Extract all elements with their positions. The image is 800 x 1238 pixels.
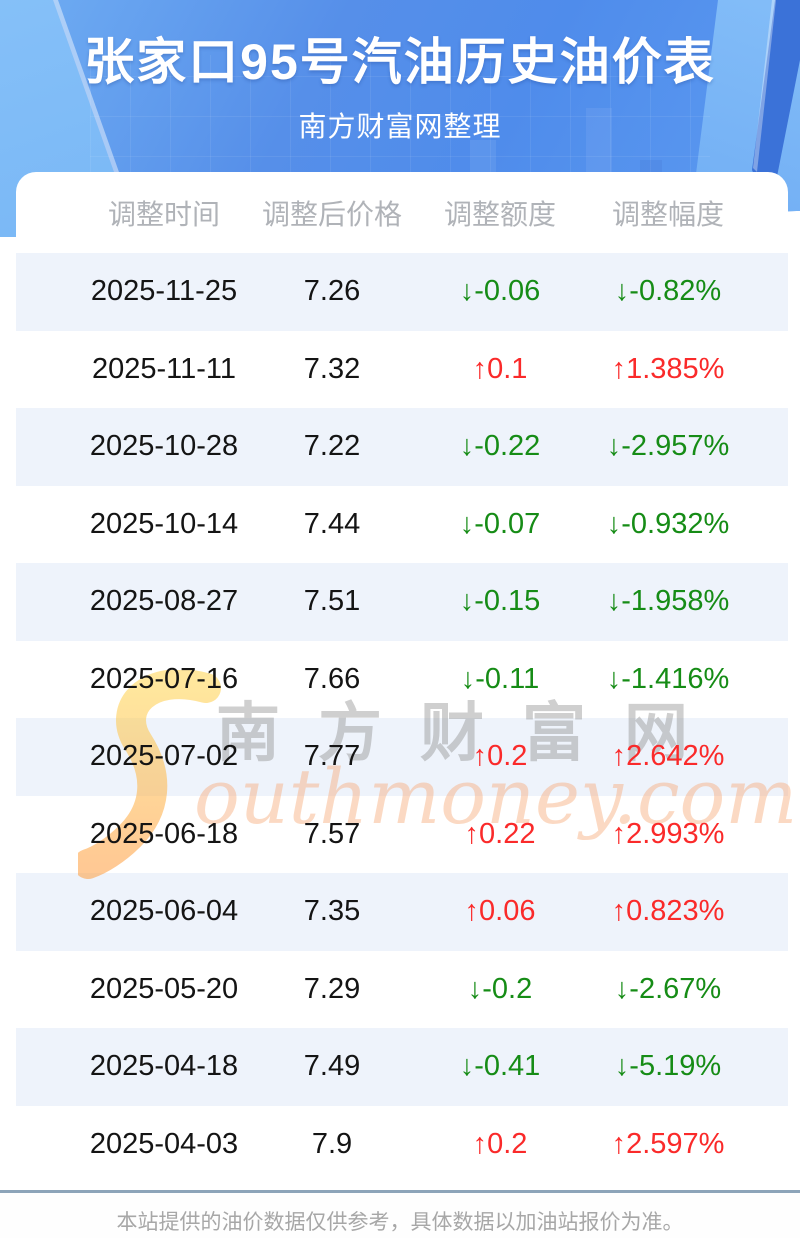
- cell-date: 2025-07-16: [89, 662, 239, 695]
- cell-rate: ↑0.823%: [611, 895, 725, 928]
- table-row: 2025-07-16 7.66 ↓-0.11 ↓-1.416%: [16, 641, 788, 719]
- cell-change: ↓-0.15: [459, 585, 541, 618]
- cell-rate: ↓-1.416%: [606, 662, 730, 695]
- footer-disclaimer: 本站提供的油价数据仅供参考，具体数据以加油站报价为准。: [0, 1190, 800, 1238]
- cell-price: 7.29: [303, 972, 361, 1005]
- table-row: 2025-11-25 7.26 ↓-0.06 ↓-0.82%: [16, 253, 788, 331]
- cell-price: 7.77: [303, 740, 361, 773]
- cell-date: 2025-07-02: [89, 740, 239, 773]
- cell-price: 7.32: [303, 352, 361, 385]
- table-row: 2025-07-02 7.77 ↑0.2 ↑2.642%: [16, 718, 788, 796]
- cell-rate: ↑2.642%: [611, 740, 725, 773]
- cell-change: ↓-0.07: [459, 507, 541, 540]
- table-row: 2025-06-04 7.35 ↑0.06 ↑0.823%: [16, 873, 788, 951]
- cell-rate: ↓-5.19%: [614, 1050, 722, 1083]
- table-row: 2025-05-20 7.29 ↓-0.2 ↓-2.67%: [16, 951, 788, 1029]
- cell-date: 2025-05-20: [89, 972, 239, 1005]
- cell-price: 7.44: [303, 507, 361, 540]
- cell-rate: ↑2.597%: [611, 1127, 725, 1160]
- table-row: 2025-10-28 7.22 ↓-0.22 ↓-2.957%: [16, 408, 788, 486]
- table-row: 2025-04-03 7.9 ↑0.2 ↑2.597%: [16, 1106, 788, 1184]
- cell-change: ↓-0.11: [460, 662, 540, 695]
- cell-rate: ↓-0.82%: [614, 275, 722, 308]
- cell-date: 2025-10-14: [89, 507, 239, 540]
- table-row: 2025-06-18 7.57 ↑0.22 ↑2.993%: [16, 796, 788, 874]
- cell-change: ↑0.2: [472, 1127, 528, 1160]
- cell-rate: ↓-1.958%: [606, 585, 730, 618]
- cell-date: 2025-06-18: [89, 817, 239, 850]
- cell-date: 2025-06-04: [89, 895, 239, 928]
- cell-rate: ↓-0.932%: [606, 507, 730, 540]
- cell-change: ↑0.1: [472, 352, 528, 385]
- cell-rate: ↑2.993%: [611, 817, 725, 850]
- column-header-change: 调整额度: [443, 198, 556, 230]
- cell-price: 7.35: [303, 895, 361, 928]
- cell-change: ↑0.22: [464, 817, 536, 850]
- cell-price: 7.57: [303, 817, 361, 850]
- cell-date: 2025-08-27: [89, 585, 239, 618]
- cell-price: 7.51: [303, 585, 361, 618]
- table-row: 2025-11-11 7.32 ↑0.1 ↑1.385%: [16, 331, 788, 409]
- cell-price: 7.26: [303, 275, 361, 308]
- table-row: 2025-04-18 7.49 ↓-0.41 ↓-5.19%: [16, 1028, 788, 1106]
- cell-price: 7.66: [303, 662, 361, 695]
- cell-date: 2025-11-11: [91, 352, 237, 385]
- price-table-card: 调整时间 调整后价格 调整额度 调整幅度 2025-11-25 7.26 ↓-0.0…: [16, 172, 797, 1183]
- cell-price: 7.9: [311, 1127, 353, 1160]
- cell-change: ↑0.06: [464, 895, 536, 928]
- table-row: 2025-08-27 7.51 ↓-0.15 ↓-1.958%: [16, 563, 788, 641]
- footer-note-text: 本站提供的油价数据仅供参考，具体数据以加油站报价为准。: [116, 1211, 684, 1234]
- cell-change: ↓-0.2: [467, 972, 533, 1005]
- cell-date: 2025-11-25: [90, 275, 238, 308]
- cell-price: 7.49: [303, 1050, 361, 1083]
- cell-change: ↓-0.41: [459, 1050, 541, 1083]
- cell-rate: ↑1.385%: [611, 352, 725, 385]
- cell-price: 7.22: [303, 430, 361, 463]
- cell-rate: ↓-2.957%: [606, 430, 730, 463]
- table-row: 2025-10-14 7.44 ↓-0.07 ↓-0.932%: [16, 486, 788, 564]
- page-subtitle: 南方财富网整理: [298, 111, 502, 142]
- column-header-price: 调整后价格: [261, 198, 402, 230]
- column-header-date: 调整时间: [107, 198, 220, 230]
- page-title: 张家口95号汽油历史油价表: [84, 34, 716, 90]
- cell-change: ↓-0.22: [459, 430, 541, 463]
- cell-date: 2025-10-28: [89, 430, 239, 463]
- cell-date: 2025-04-03: [89, 1127, 239, 1160]
- cell-change: ↓-0.06: [459, 275, 541, 308]
- cell-rate: ↓-2.67%: [614, 972, 722, 1005]
- cell-date: 2025-04-18: [89, 1050, 239, 1083]
- column-header-rate: 调整幅度: [611, 198, 724, 230]
- cell-change: ↑0.2: [472, 740, 528, 773]
- table-header-row: 调整时间 调整后价格 调整额度 调整幅度: [16, 172, 788, 253]
- price-table-body: 2025-11-25 7.26 ↓-0.06 ↓-0.82% 2025-11-11 7.3…: [16, 253, 788, 1183]
